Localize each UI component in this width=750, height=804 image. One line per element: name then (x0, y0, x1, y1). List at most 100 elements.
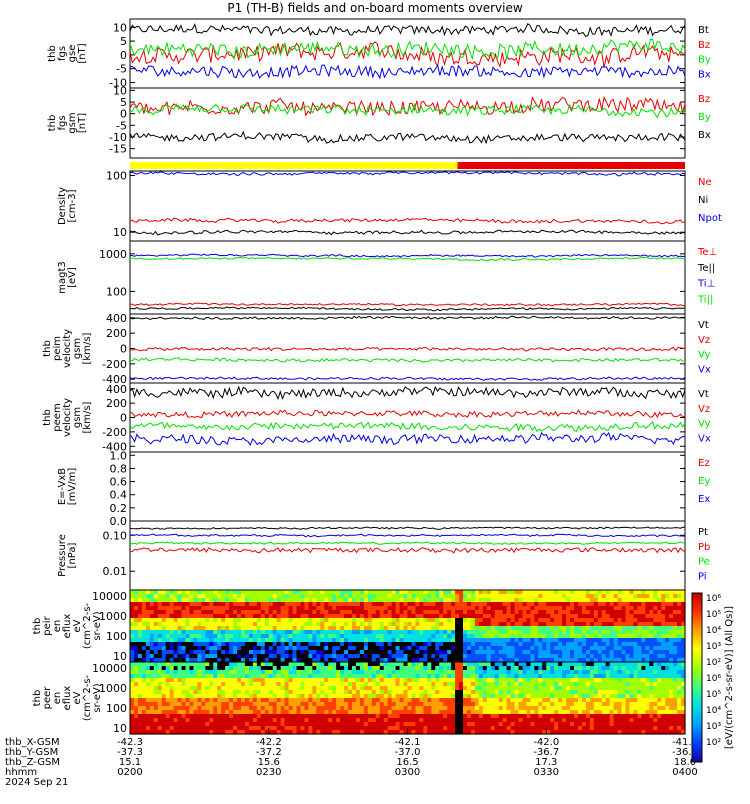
peir_eflux-cell (344, 626, 349, 631)
peer_eflux-cell (503, 702, 508, 707)
peir_eflux-cell (637, 594, 642, 599)
peir_eflux-cell (162, 630, 167, 635)
peer_eflux-cell (586, 674, 591, 679)
peer_eflux-cell (435, 666, 440, 671)
peir_eflux-cell (618, 642, 623, 647)
peer_eflux-cell (324, 726, 329, 731)
peir_eflux-cell (289, 618, 294, 623)
peir_eflux-cell (221, 642, 226, 647)
peer_eflux-cell (261, 682, 266, 687)
peer_eflux-cell (364, 698, 369, 703)
peir_eflux-cell (657, 638, 662, 643)
peir_eflux-cell (606, 610, 611, 615)
peir_eflux-cell (570, 614, 575, 619)
peir_eflux-cell (300, 646, 305, 651)
peir_eflux-cell (388, 602, 393, 607)
peir_eflux-cell (602, 654, 607, 659)
peer_eflux-cell (392, 670, 397, 675)
peer_eflux-cell (233, 690, 238, 695)
peir_eflux-cell (174, 650, 179, 655)
peir_eflux-cell (297, 654, 302, 659)
peir_eflux-cell (360, 642, 365, 647)
peer_eflux-cell (388, 662, 393, 667)
efield-ylabel: E=-VxB[mV/m] (57, 468, 78, 506)
peer_eflux-cell (225, 694, 230, 699)
peir_eflux-cell (380, 614, 385, 619)
peer_eflux-cell (265, 674, 270, 679)
peer_eflux-cell (439, 698, 444, 703)
peir_eflux-cell (205, 638, 210, 643)
peir_eflux-cell (281, 598, 286, 603)
peer_eflux-cell (352, 722, 357, 727)
peir_eflux-cell (352, 638, 357, 643)
peir_eflux-cell (606, 646, 611, 651)
peer_eflux-cell (277, 710, 282, 715)
peer_eflux-cell (189, 662, 194, 667)
peer_eflux-cell (352, 678, 357, 683)
peer_eflux-cell (257, 674, 262, 679)
pressure-frame (130, 521, 685, 590)
peer_eflux-cell (542, 678, 547, 683)
peir_eflux-cell (316, 606, 321, 611)
peer_eflux-cell (522, 726, 527, 731)
peer_eflux-cell (574, 726, 579, 731)
peir_eflux-cell (657, 630, 662, 635)
peir_eflux-cell (546, 634, 551, 639)
peir_eflux-cell (217, 654, 222, 659)
peer_eflux-cell (618, 682, 623, 687)
peir_eflux-cell (340, 614, 345, 619)
peir_eflux-cell (574, 622, 579, 627)
peir_eflux-cell (205, 650, 210, 655)
peir_eflux-cell (558, 610, 563, 615)
peir_eflux-cell (392, 614, 397, 619)
peer_eflux-cell (197, 702, 202, 707)
peir_eflux-cell (384, 650, 389, 655)
peer_eflux-cell (352, 666, 357, 671)
peir_eflux-cell (530, 638, 535, 643)
peir_eflux-cell (590, 638, 595, 643)
peir_eflux-cell (661, 654, 666, 659)
peir_eflux-cell (324, 654, 329, 659)
peer_eflux-cell (602, 714, 607, 719)
peer_eflux-cell (415, 662, 420, 667)
peer_eflux-cell (582, 678, 587, 683)
peir_eflux-cell (455, 590, 460, 595)
peer_eflux-cell (364, 674, 369, 679)
peir_eflux-cell (633, 594, 638, 599)
peir_eflux-cell (289, 594, 294, 599)
peer_eflux-cell (134, 666, 139, 671)
peir_eflux-cell (467, 650, 472, 655)
peir_eflux-cell (677, 622, 682, 627)
peer_eflux-cell (225, 690, 230, 695)
peer_eflux-cell (249, 678, 254, 683)
peer_eflux-cell (519, 678, 524, 683)
peir_eflux-cell (261, 590, 266, 595)
peir_eflux-cell (459, 654, 464, 659)
peir_eflux-cell (245, 598, 250, 603)
peir_eflux-cell (495, 634, 500, 639)
peir_eflux-cell (641, 638, 646, 643)
peir_eflux-cell (186, 630, 191, 635)
peir_eflux-cell (217, 610, 222, 615)
peer_eflux-cell (463, 706, 468, 711)
peer_eflux-cell (427, 706, 432, 711)
peir_eflux-cell (368, 598, 373, 603)
peir_eflux-cell (483, 606, 488, 611)
peer_eflux-cell (332, 682, 337, 687)
peer_eflux-cell (372, 678, 377, 683)
peir_eflux-cell (376, 654, 381, 659)
peir_eflux-cell (626, 594, 631, 599)
peir_eflux-cell (265, 594, 270, 599)
peer_eflux-cell (320, 726, 325, 731)
peir_eflux-cell (225, 638, 230, 643)
peer_eflux-cell (142, 678, 147, 683)
peir_eflux-cells (130, 590, 686, 663)
peir_eflux-cell (431, 594, 436, 599)
peer_eflux-cell (443, 694, 448, 699)
peir_eflux-cell (408, 634, 413, 639)
peir_eflux-cell (570, 594, 575, 599)
peer_eflux-cell (554, 678, 559, 683)
peir_eflux-cell (205, 626, 210, 631)
peir_eflux-cell (673, 654, 678, 659)
peer_eflux-cell (495, 694, 500, 699)
